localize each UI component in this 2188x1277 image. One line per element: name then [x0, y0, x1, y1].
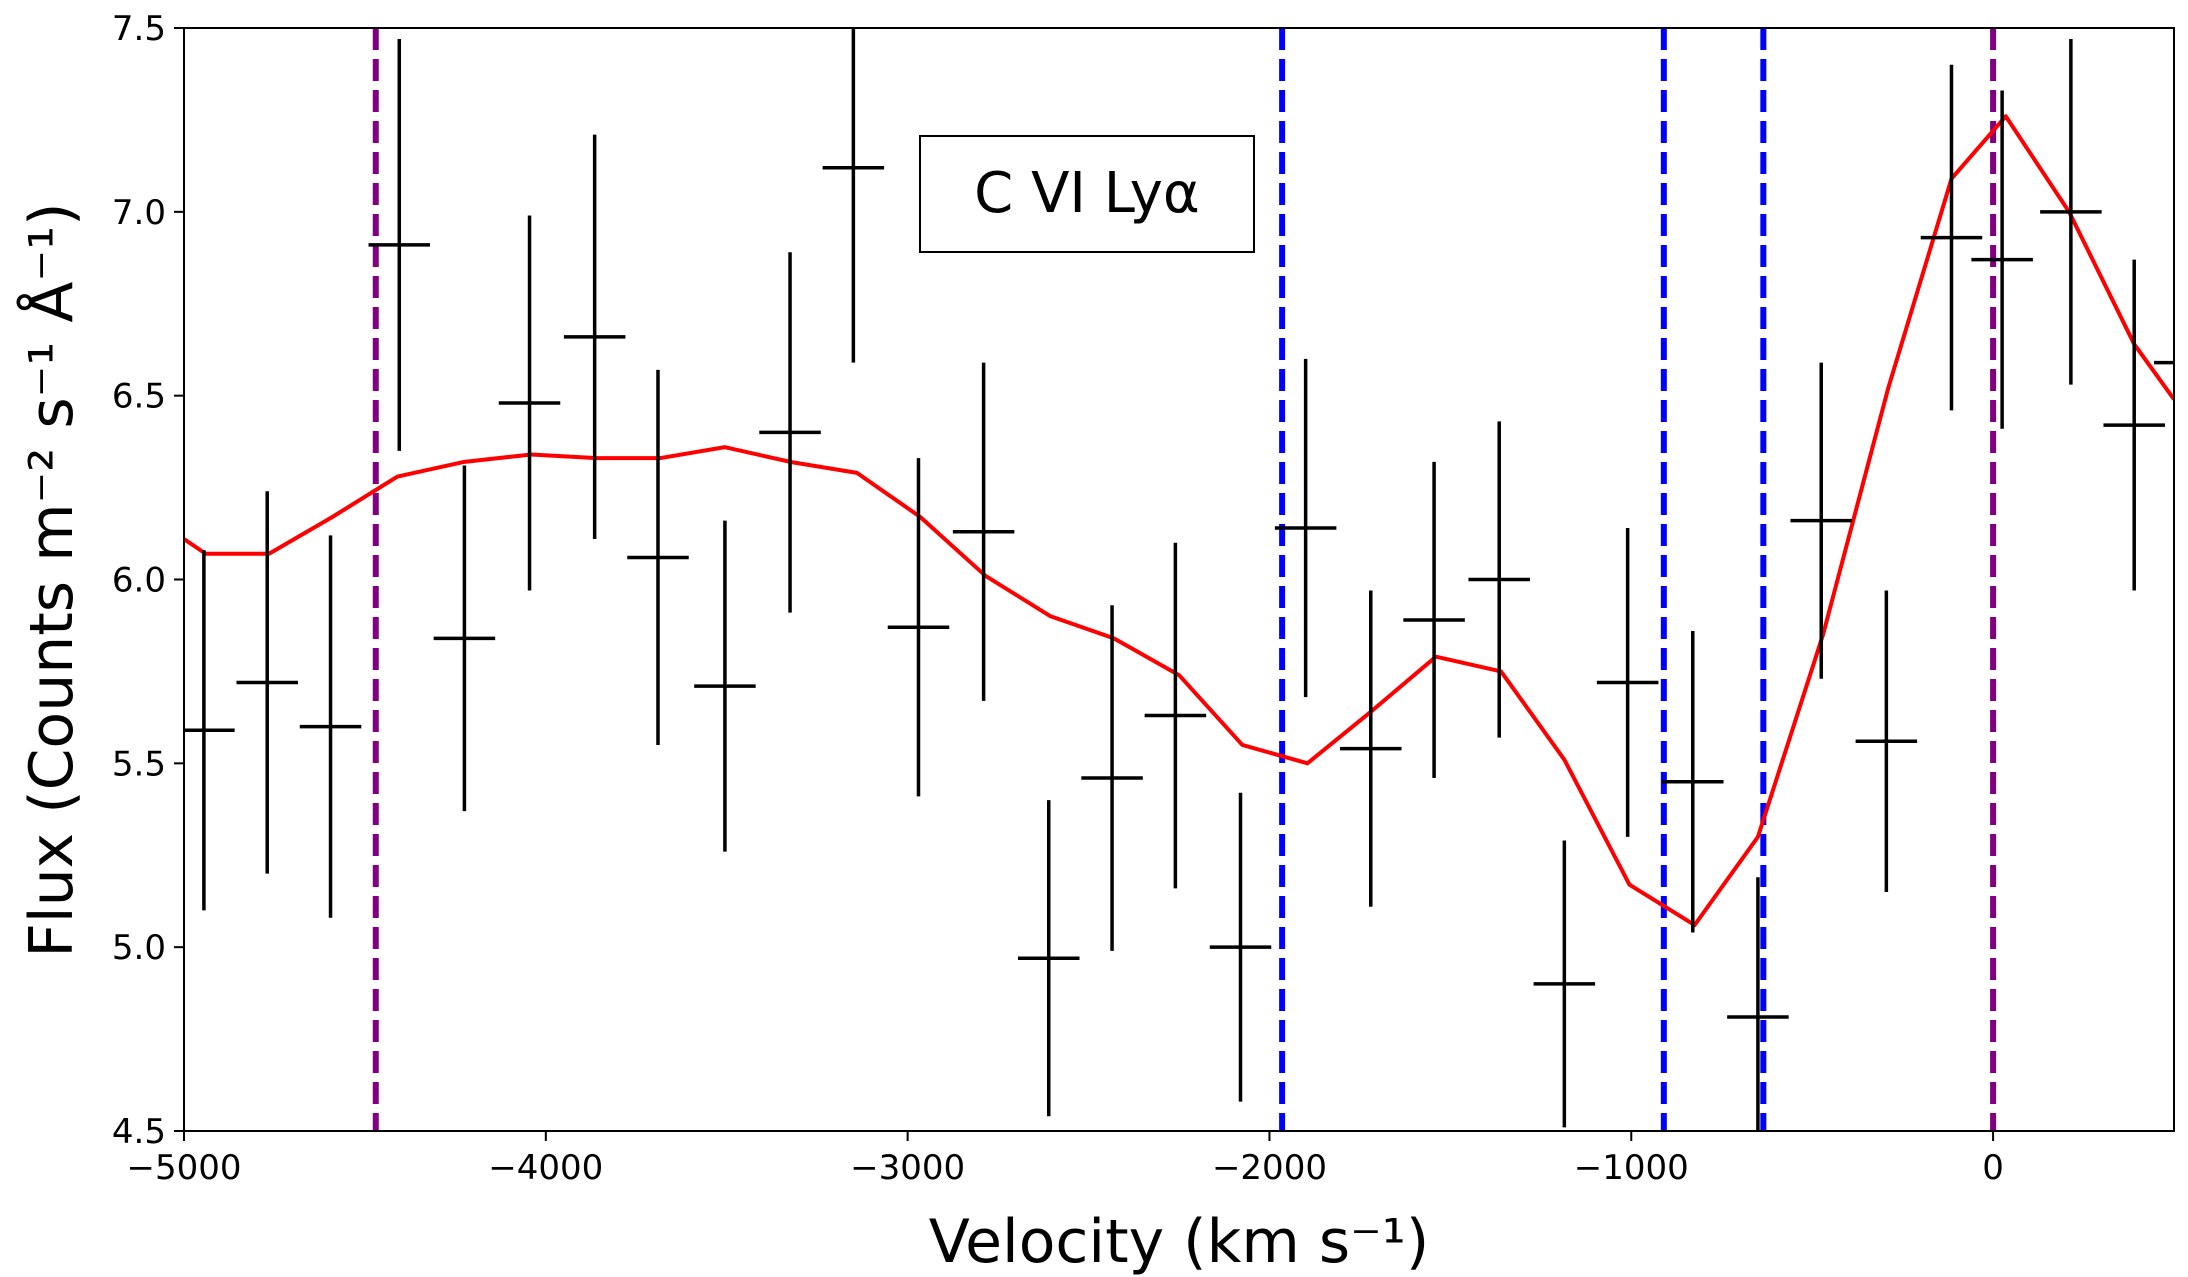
y-tick-label: 6.5 — [112, 377, 166, 417]
data-point — [759, 252, 821, 613]
data-point — [498, 215, 561, 591]
y-axis-label: Flux (Counts m⁻² s⁻¹ Å⁻¹) — [16, 202, 87, 957]
x-tick-label: −1000 — [1574, 1148, 1689, 1188]
data-point — [1790, 362, 1852, 679]
model-series — [184, 114, 2174, 928]
x-axis-label: Velocity (km s⁻¹) — [929, 1207, 1430, 1277]
data-point — [887, 458, 950, 797]
y-tick-label: 7.0 — [112, 193, 166, 233]
x-tick-label: −3000 — [850, 1148, 965, 1188]
data-point — [563, 134, 626, 540]
data-point — [2040, 39, 2102, 385]
y-tick-label: 5.5 — [112, 744, 166, 784]
data-point — [1920, 64, 1983, 411]
x-tick-label: −5000 — [126, 1148, 241, 1188]
data-point — [1209, 792, 1272, 1102]
data-point — [1971, 90, 2033, 429]
y-tick-label: 7.5 — [112, 9, 166, 49]
data-point — [368, 39, 431, 451]
data-point — [433, 465, 496, 812]
y-tick-label: 5.0 — [112, 928, 166, 968]
data-point — [1403, 461, 1465, 779]
data-point — [1662, 630, 1724, 933]
data-point — [299, 535, 362, 918]
x-axis: −5000 −4000 −3000 −2000 −1000 0 — [126, 1131, 2004, 1188]
data-point — [1081, 605, 1143, 951]
data-point — [1274, 358, 1337, 698]
reference-lines — [372, 28, 1997, 1131]
data-point — [1727, 877, 1789, 1131]
data-point — [1340, 590, 1402, 907]
data-point — [2154, 360, 2174, 365]
data-point — [822, 28, 885, 363]
data-point — [236, 491, 298, 874]
legend-box: C VI Lyα — [919, 135, 1255, 253]
y-tick-label: 6.0 — [112, 561, 166, 601]
data-series — [184, 28, 2174, 1131]
annotation-label: C VI Lyα — [974, 161, 1200, 226]
data-point — [627, 369, 689, 745]
data-point — [2103, 259, 2165, 591]
model-line — [184, 114, 2174, 928]
data-point — [1855, 590, 1918, 893]
data-point — [184, 550, 235, 911]
y-axis: 4.5 5.0 5.5 6.0 6.5 7.0 7.5 — [112, 9, 184, 1152]
data-point — [1144, 542, 1207, 889]
data-point — [952, 362, 1015, 701]
data-point — [1596, 528, 1659, 837]
data-point — [694, 520, 756, 852]
x-tick-label: 0 — [1982, 1148, 2004, 1188]
y-tick-label: 4.5 — [112, 1112, 166, 1152]
x-tick-label: −4000 — [488, 1148, 603, 1188]
data-point — [1017, 800, 1080, 1117]
data-point — [1533, 840, 1596, 1128]
x-tick-label: −2000 — [1212, 1148, 1327, 1188]
plot-area — [184, 28, 2174, 1131]
data-point — [1468, 421, 1530, 738]
